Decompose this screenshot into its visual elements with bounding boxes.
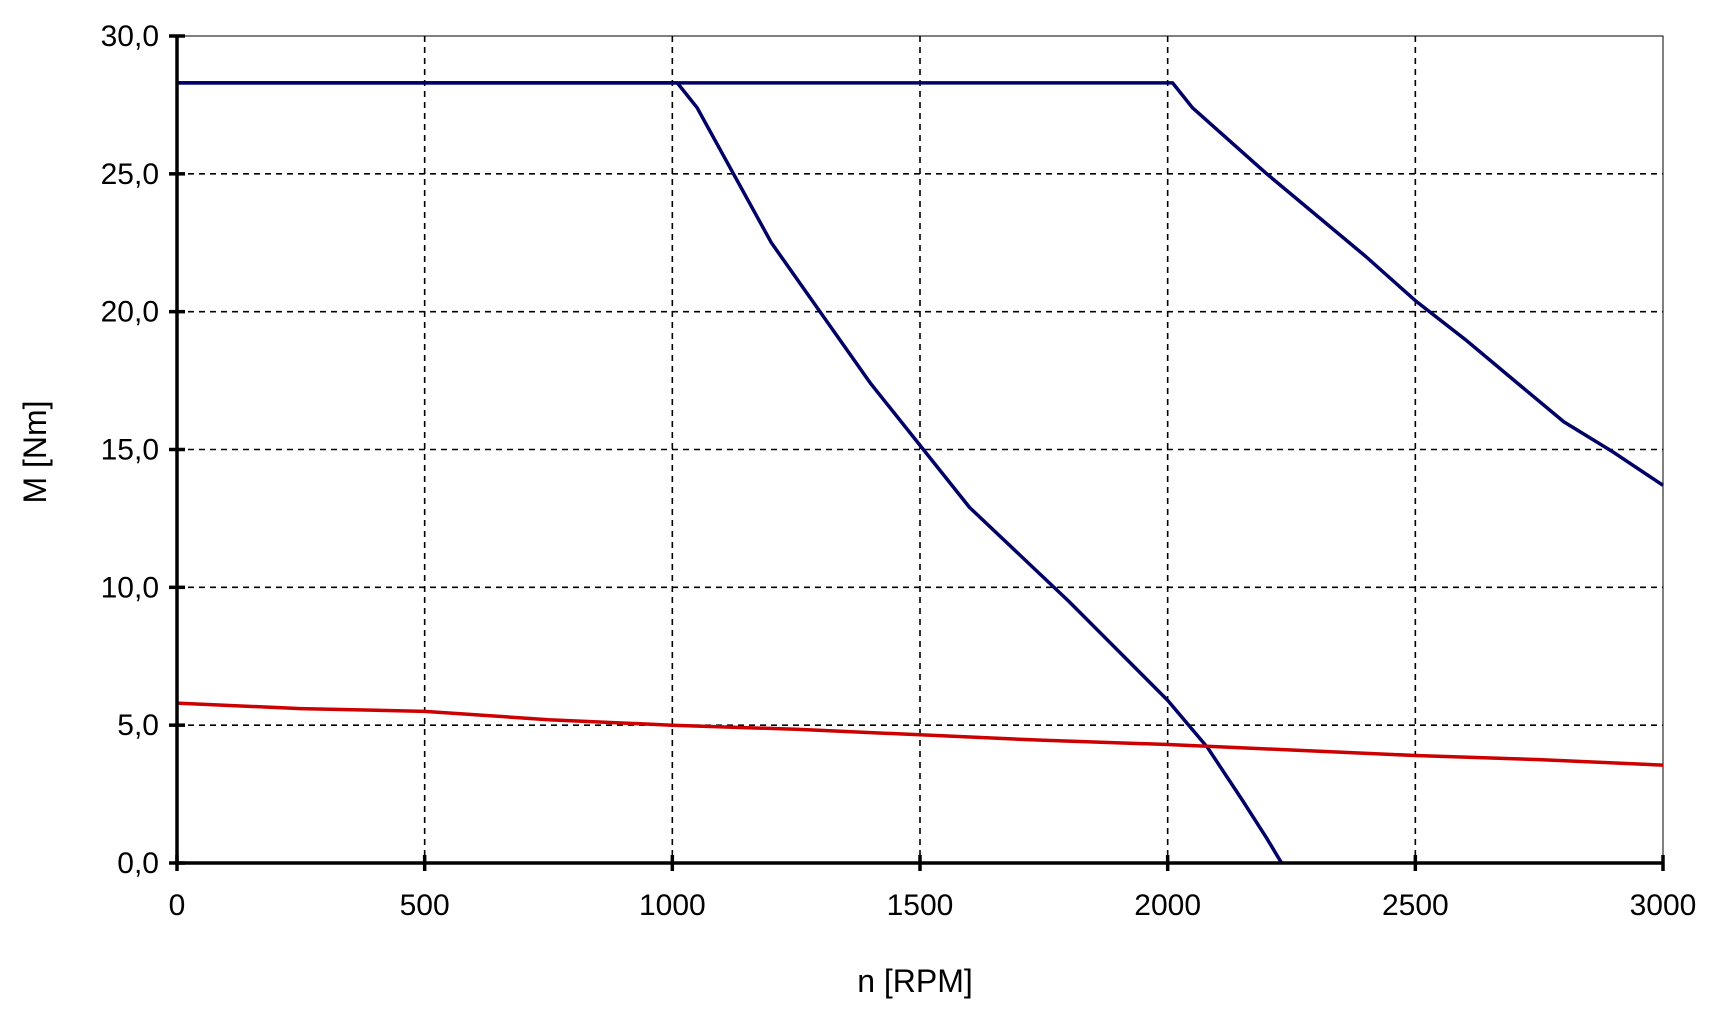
x-tick-label: 3000: [1630, 889, 1697, 922]
axes: [169, 34, 1665, 871]
y-tick-label: 15,0: [101, 434, 159, 467]
y-axis-title: M [Nm]: [17, 400, 53, 503]
grid-lines: [176, 35, 1664, 864]
x-tick-label: 1000: [639, 889, 706, 922]
x-tick-label: 0: [169, 889, 186, 922]
x-axis-title: n [RPM]: [857, 963, 973, 999]
series-line-3: [176, 701, 1664, 767]
y-tick-label: 30,0: [101, 20, 159, 53]
series-line-1: [177, 81, 1284, 864]
x-tick-label: 2500: [1382, 889, 1449, 922]
x-tick-label: 1500: [887, 889, 954, 922]
y-tick-label: 5,0: [117, 709, 159, 742]
y-tick-label: 20,0: [101, 296, 159, 329]
x-tick-label: 2000: [1134, 889, 1201, 922]
y-tick-label: 10,0: [101, 571, 159, 604]
x-tick-label: 500: [400, 889, 450, 922]
y-tick-label: 25,0: [101, 158, 159, 191]
tick-labels: 0 500 1000 1500 2000 2500 3000 0,0 5,0 10,0 15,0 20…: [101, 20, 1697, 922]
y-tick-label: 0,0: [117, 847, 159, 880]
series-layer: [176, 81, 1664, 864]
series-line-2: [177, 81, 1664, 487]
